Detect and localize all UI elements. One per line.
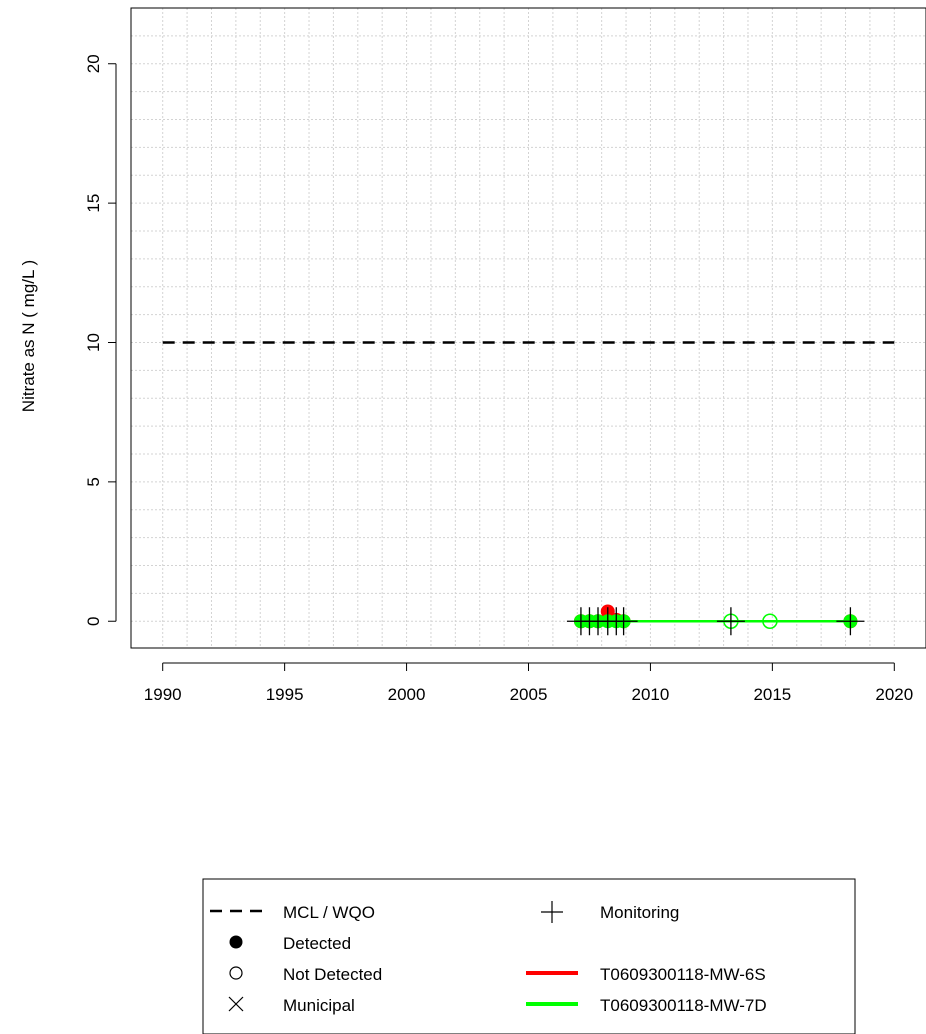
x-tick-label: 2010	[632, 685, 670, 704]
cross-x-icon	[228, 996, 244, 1012]
grid-lines	[131, 8, 926, 648]
legend-item-monitoring: Monitoring	[541, 901, 679, 923]
x-tick-label: 2015	[753, 685, 791, 704]
legend-label-municipal: Municipal	[283, 996, 355, 1015]
monitoring-mark	[716, 607, 745, 636]
legend-label-detected: Detected	[283, 934, 351, 953]
x-tick-label: 2005	[510, 685, 548, 704]
plus-icon	[541, 901, 563, 923]
legend-item-municipal: Municipal	[228, 996, 355, 1015]
x-tick-label: 2000	[388, 685, 426, 704]
x-tick-label: 1995	[266, 685, 304, 704]
x-tick-label: 1990	[144, 685, 182, 704]
x-tick-label: 2020	[875, 685, 913, 704]
y-tick-label: 15	[84, 194, 103, 213]
not-detected-point	[762, 613, 778, 629]
legend-label-monitoring: Monitoring	[600, 903, 679, 922]
legend-item-series-6s: T0609300118-MW-6S	[526, 965, 766, 984]
monitoring-mark	[836, 607, 865, 636]
y-tick-label: 10	[84, 333, 103, 352]
y-tick-label: 0	[84, 617, 103, 626]
plot-frame	[130, 7, 926, 649]
axes: 1990 1995 2000 2005 2010 2015 2020 0 5 10 15 20	[84, 54, 913, 704]
y-axis-label: Nitrate as N ( mg/L )	[19, 260, 38, 412]
data-series	[566, 604, 865, 636]
y-tick-label: 5	[84, 477, 103, 486]
nitrate-chart: 1990 1995 2000 2005 2010 2015 2020 0 5 10 15 20 Nit…	[19, 7, 926, 704]
legend-box	[202, 878, 856, 1034]
legend-label-not-detected: Not Detected	[283, 965, 382, 984]
legend-label-series-7d: T0609300118-MW-7D	[600, 996, 767, 1015]
legend-item-mcl: MCL / WQO	[210, 903, 375, 922]
monitoring-mark	[609, 607, 638, 636]
y-tick-label: 20	[84, 54, 103, 73]
legend-item-not-detected: Not Detected	[229, 965, 382, 984]
legend-label-mcl: MCL / WQO	[283, 903, 375, 922]
legend-item-series-7d: T0609300118-MW-7D	[526, 996, 767, 1015]
filled-circle-icon	[229, 935, 243, 949]
legend-label-series-6s: T0609300118-MW-6S	[600, 965, 766, 984]
legend-item-detected: Detected	[229, 934, 351, 953]
open-circle-icon	[229, 966, 243, 980]
